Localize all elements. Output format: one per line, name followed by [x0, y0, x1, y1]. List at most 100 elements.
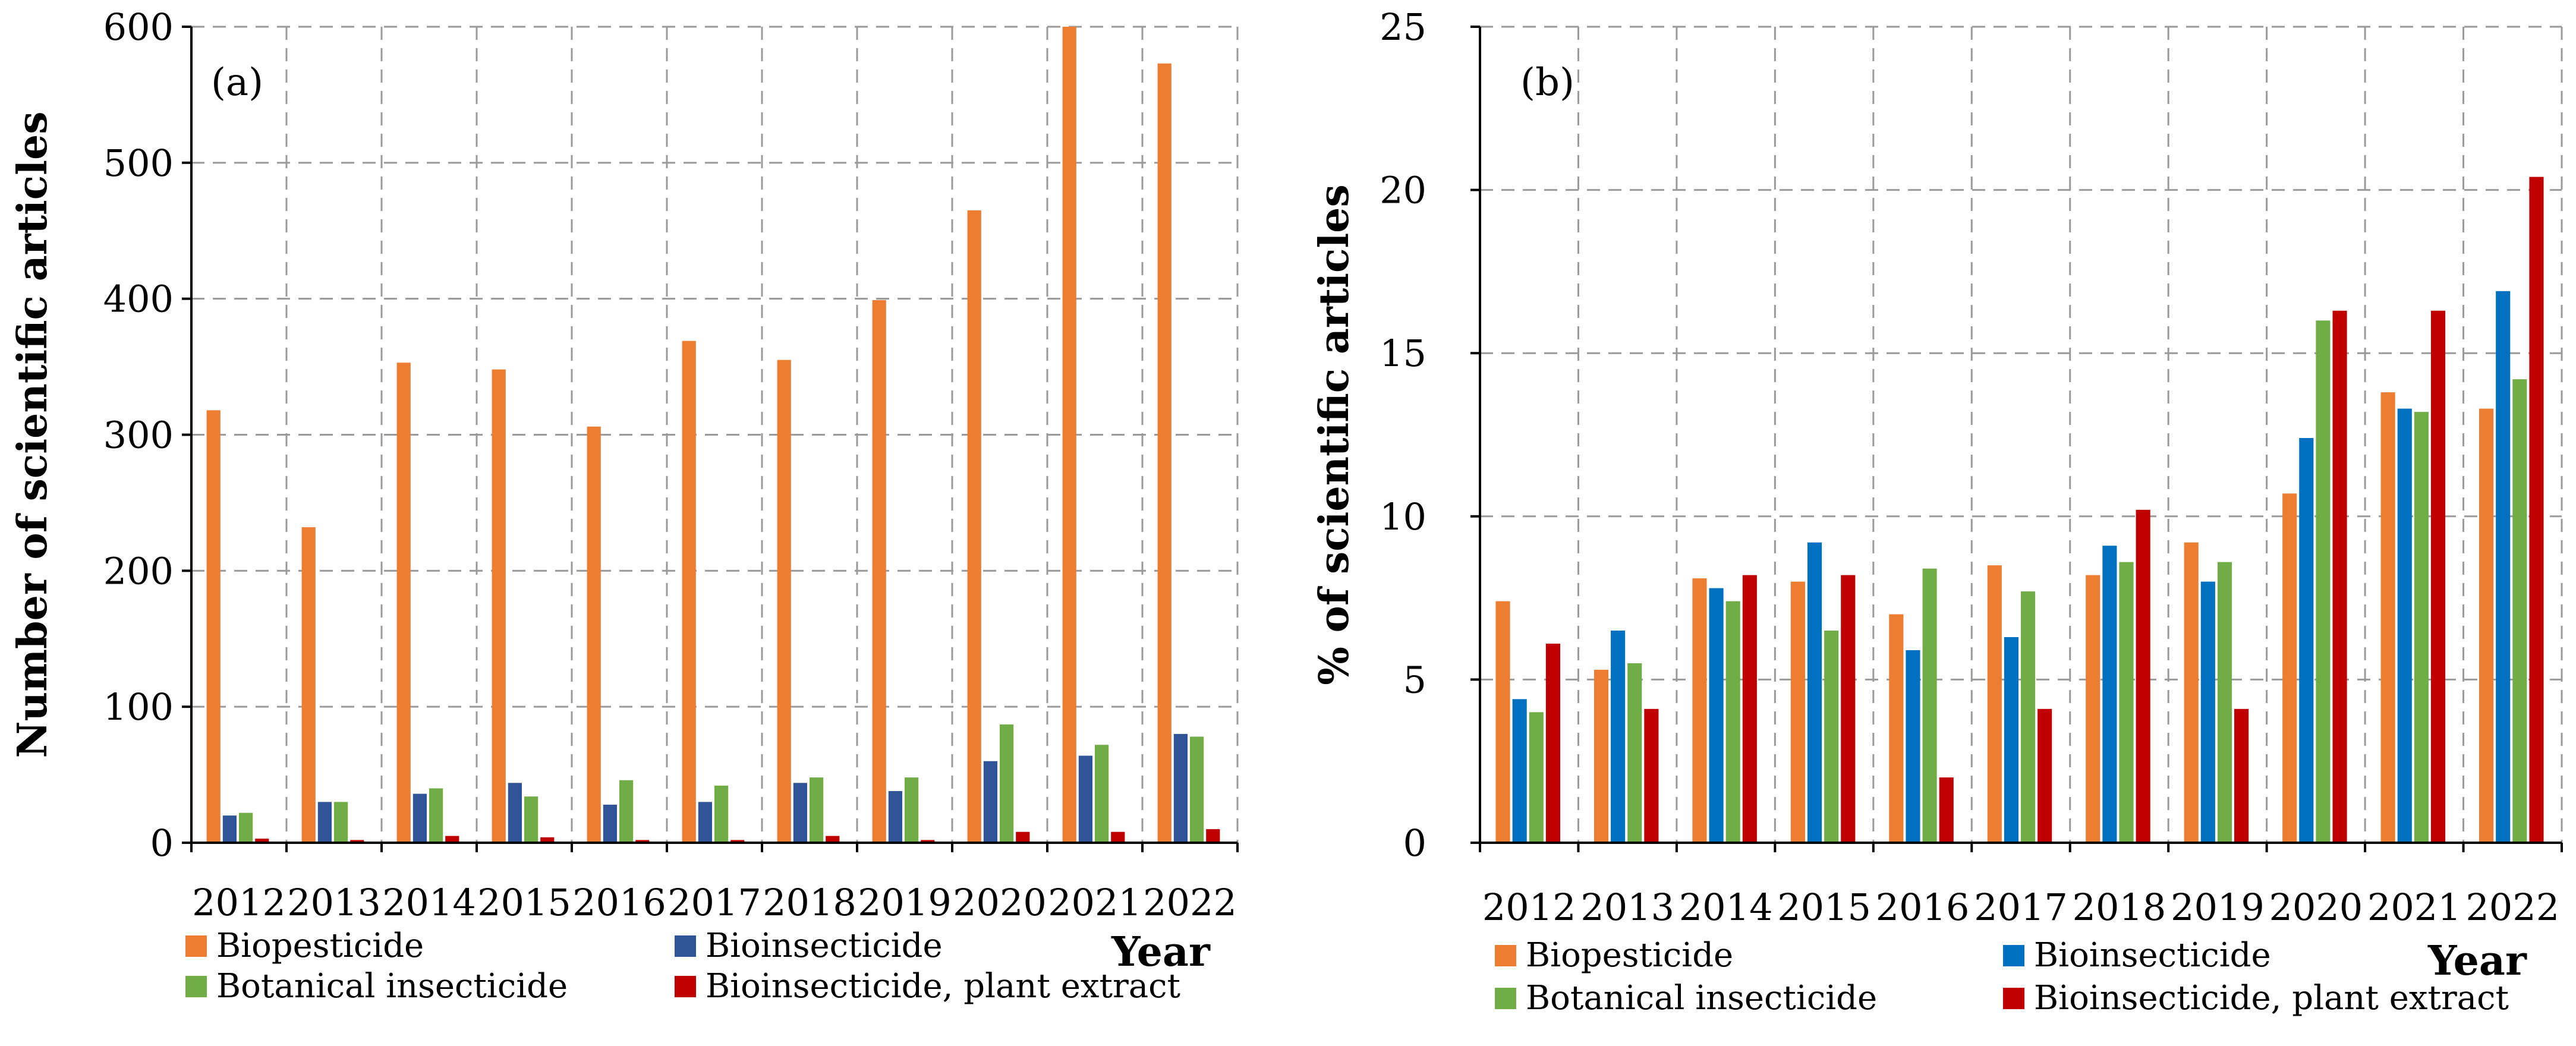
panel-a-x-tick-label: 2012 [192, 881, 286, 924]
panel-a-bar-botanical-insecticide-2014 [429, 788, 443, 843]
panel-b-bar-botanical-insecticide-2015 [1824, 631, 1839, 843]
panel-b-bar-biopesticide-2022 [2479, 408, 2494, 843]
panel-b-y-tick-label: 5 [1403, 658, 1426, 701]
panel-b-bar-biopesticide-2019 [2184, 542, 2199, 843]
panel-b-legend-label-bioinsecticide-plant-extract: Bioinsecticide, plant extract [2034, 979, 2509, 1017]
panel-a-bar-bioinsecticide-plant-extract-2017 [730, 840, 745, 843]
panel-a-y-axis-label: Number of scientific articles [9, 111, 56, 758]
panel-a-bar-bioinsecticide-2013 [317, 802, 332, 843]
panel-a-bar-bioinsecticide-plant-extract-2012 [255, 839, 269, 843]
panel-b-y-tick-label: 10 [1380, 495, 1426, 538]
panel-b-bar-bioinsecticide-plant-extract-2018 [2136, 509, 2150, 843]
panel-b-x-tick-label: 2015 [1777, 886, 1871, 929]
panel-a-legend-swatch-biopesticide [185, 935, 207, 957]
panel-b-bar-biopesticide-2013 [1594, 669, 1609, 843]
panel-b-bar-bioinsecticide-2017 [2004, 637, 2018, 843]
panel-b-x-tick-label: 2018 [2073, 886, 2166, 929]
panel-b-bar-bioinsecticide-2022 [2496, 291, 2511, 843]
panel-a-bar-bioinsecticide-plant-extract-2018 [826, 836, 840, 843]
panel-b-bar-biopesticide-2016 [1889, 614, 1904, 843]
panel-b-bar-bioinsecticide-plant-extract-2022 [2529, 177, 2544, 843]
panel-a-bar-biopesticide-2015 [492, 369, 506, 843]
panel-b-bar-bioinsecticide-plant-extract-2017 [2038, 708, 2052, 843]
panel-a-legend-label-biopesticide: Biopesticide [216, 927, 424, 965]
panel-b-y-tick-label: 15 [1380, 332, 1426, 375]
panel-a-bar-bioinsecticide-2021 [1078, 755, 1092, 843]
panel-b-x-tick-label: 2017 [1974, 886, 2068, 929]
panel-a-bar-biopesticide-2022 [1157, 63, 1172, 843]
panel-a-x-tick-label: 2015 [477, 881, 571, 924]
panel-a-x-axis-label: Year [1111, 928, 1211, 976]
panel-b-x-tick-label: 2022 [2465, 886, 2559, 929]
panel-a-bar-botanical-insecticide-2022 [1190, 736, 1204, 843]
panel-a-x-tick-label: 2013 [287, 881, 381, 924]
panel-b-bar-bioinsecticide-2018 [2102, 546, 2117, 843]
panel-a-y-tick-label: 600 [103, 5, 174, 49]
panel-a-bar-biopesticide-2012 [206, 410, 221, 843]
panel-a-bar-bioinsecticide-2016 [603, 804, 617, 843]
panel-a-y-tick-label: 500 [103, 141, 174, 185]
panel-a-x-tick-label: 2014 [382, 881, 476, 924]
panel-a-legend-label-bioinsecticide-plant-extract: Bioinsecticide, plant extract [706, 967, 1181, 1006]
panel-b-x-tick-label: 2013 [1580, 886, 1674, 929]
panel-b-bar-bioinsecticide-2012 [1512, 699, 1527, 843]
panel-a-bar-bioinsecticide-2017 [698, 802, 712, 843]
panel-a-bar-biopesticide-2018 [777, 360, 791, 843]
panel-b-y-tick-label: 20 [1380, 169, 1426, 212]
panel-b-legend-swatch-botanical-insecticide [1495, 988, 1516, 1009]
panel-b-bar-bioinsecticide-2013 [1611, 631, 1626, 843]
panel-a-bar-bioinsecticide-2019 [888, 791, 902, 843]
panel-b-bar-botanical-insecticide-2014 [1725, 601, 1740, 843]
panel-b-x-axis-label: Year [2427, 937, 2527, 985]
panel-b-bar-biopesticide-2020 [2282, 493, 2297, 843]
panel-b-bar-bioinsecticide-2019 [2200, 581, 2215, 843]
panel-b-x-tick-label: 2021 [2367, 886, 2461, 929]
panel-a-bar-botanical-insecticide-2015 [524, 796, 538, 843]
panel-a-panel-tag: (a) [211, 61, 263, 105]
panel-a-x-tick-label: 2021 [1048, 881, 1142, 924]
panel-a-bar-bioinsecticide-plant-extract-2022 [1206, 829, 1220, 843]
panel-a-legend-label-botanical-insecticide: Botanical insecticide [216, 967, 568, 1006]
panel-a-x-tick-label: 2022 [1143, 881, 1237, 924]
panel-b-bar-botanical-insecticide-2016 [1922, 568, 1937, 843]
panel-b-bar-botanical-insecticide-2012 [1529, 712, 1544, 843]
panel-a-bar-bioinsecticide-plant-extract-2021 [1111, 831, 1125, 843]
panel-a-x-tick-label: 2017 [667, 881, 761, 924]
panel-a-x-tick-label: 2020 [953, 881, 1047, 924]
panel-a-y-tick-label: 200 [103, 549, 174, 593]
panel-a-x-tick-label: 2016 [572, 881, 666, 924]
panel-b-bar-botanical-insecticide-2021 [2414, 412, 2429, 843]
panel-a-bar-botanical-insecticide-2012 [239, 812, 253, 843]
panel-a-bar-bioinsecticide-2022 [1173, 733, 1188, 843]
panel-a-bar-biopesticide-2016 [587, 426, 601, 843]
panel-b-bar-bioinsecticide-plant-extract-2013 [1644, 708, 1659, 843]
panel-a-bar-botanical-insecticide-2019 [905, 777, 919, 843]
panel-b-panel-tag: (b) [1520, 61, 1574, 105]
panel-b-bar-biopesticide-2014 [1692, 578, 1707, 843]
panel-b-bar-bioinsecticide-plant-extract-2014 [1742, 575, 1757, 843]
panel-b-bar-botanical-insecticide-2020 [2316, 320, 2331, 843]
panel-b-legend-label-biopesticide: Biopesticide [1526, 936, 1733, 975]
panel-b-y-axis-label: % of scientific articles [1311, 184, 1358, 685]
panel-b-bar-biopesticide-2012 [1495, 601, 1510, 843]
panel-b-legend-swatch-bioinsecticide [2003, 945, 2024, 966]
panel-a-bar-bioinsecticide-plant-extract-2014 [445, 836, 459, 843]
panel-b-bar-botanical-insecticide-2019 [2217, 562, 2232, 843]
panel-a-bar-biopesticide-2020 [967, 210, 981, 843]
panel-a-bar-bioinsecticide-2020 [983, 761, 997, 843]
panel-b-bar-bioinsecticide-2016 [1906, 650, 1920, 843]
panel-a-x-tick-label: 2019 [858, 881, 952, 924]
panel-a-bar-botanical-insecticide-2021 [1095, 745, 1109, 843]
panel-a-x-tick-label: 2018 [763, 881, 856, 924]
panel-a-bar-bioinsecticide-2012 [222, 815, 237, 843]
panel-a-legend-swatch-botanical-insecticide [185, 976, 207, 997]
panel-b-bar-botanical-insecticide-2017 [2021, 591, 2036, 843]
panel-b-bar-bioinsecticide-plant-extract-2015 [1841, 575, 1856, 843]
panel-a-bar-bioinsecticide-2015 [508, 783, 522, 843]
panel-b-bar-bioinsecticide-2020 [2299, 437, 2314, 843]
panel-b-legend-swatch-biopesticide [1495, 945, 1516, 966]
panel-b-legend-label-bioinsecticide: Bioinsecticide [2034, 936, 2271, 975]
